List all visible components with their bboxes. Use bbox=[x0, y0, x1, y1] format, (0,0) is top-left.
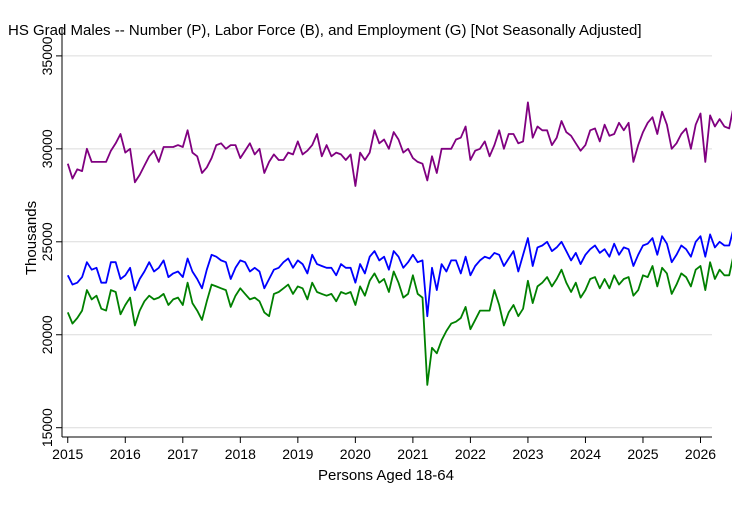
tick-marks: 15000 20000 25000 30000 35000 2015 2016 2017 201… bbox=[39, 36, 716, 462]
x-tick-label: 2025 bbox=[627, 446, 658, 462]
y-tick-label: 25000 bbox=[39, 222, 55, 261]
x-tick-label: 2021 bbox=[397, 446, 428, 462]
y-tick-label: 30000 bbox=[39, 129, 55, 168]
y-tick-label: 15000 bbox=[39, 408, 55, 447]
x-tick-label: 2020 bbox=[340, 446, 371, 462]
x-tick-label: 2019 bbox=[282, 446, 313, 462]
x-tick-label: 2017 bbox=[167, 446, 198, 462]
chart-title: HS Grad Males -- Number (P), Labor Force… bbox=[8, 22, 642, 39]
x-tick-label: 2022 bbox=[455, 446, 486, 462]
x-tick-label: 2016 bbox=[110, 446, 141, 462]
x-axis-label: Persons Aged 18-64 bbox=[318, 467, 454, 484]
series-line-1 bbox=[66, 231, 732, 318]
axes bbox=[61, 28, 712, 438]
x-tick-label: 2023 bbox=[512, 446, 543, 462]
y-tick-label: 20000 bbox=[39, 315, 55, 354]
series-lines bbox=[66, 101, 732, 386]
series-line-0 bbox=[66, 101, 732, 187]
x-tick-label: 2015 bbox=[52, 446, 83, 462]
x-tick-label: 2026 bbox=[685, 446, 716, 462]
y-axis-label: Thousands bbox=[23, 201, 40, 275]
x-tick-label: 2018 bbox=[225, 446, 256, 462]
grid-lines bbox=[62, 55, 712, 429]
series-line-2 bbox=[66, 257, 732, 386]
x-tick-label: 2024 bbox=[570, 446, 601, 462]
y-tick-label: 35000 bbox=[39, 36, 55, 75]
